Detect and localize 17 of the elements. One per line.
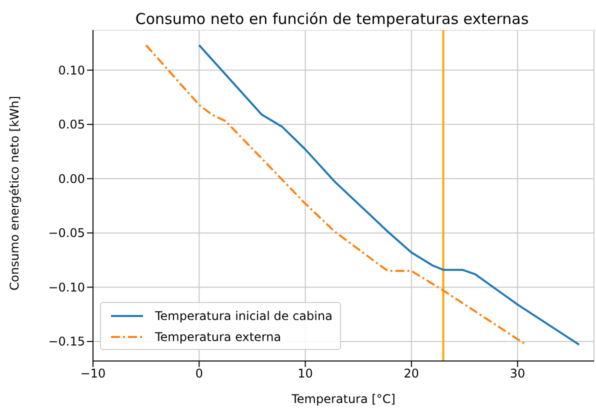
- x-tick-label: 0: [195, 366, 203, 381]
- legend-label: Temperatura inicial de cabina: [154, 308, 332, 324]
- y-tick-label: 0.10: [58, 63, 85, 78]
- x-tick-label: −10: [80, 366, 106, 381]
- legend-label: Temperatura externa: [154, 328, 282, 346]
- y-tick-label: −0.15: [48, 334, 85, 349]
- y-tick-label: 0.00: [58, 172, 85, 186]
- x-tick-label: 10: [298, 366, 313, 381]
- y-tick-label: −0.10: [48, 280, 85, 294]
- x-tick-label: 20: [404, 366, 420, 381]
- chart-title: Consumo neto en función de temperaturas externas: [134, 9, 530, 30]
- y-tick-label: −0.05: [48, 226, 85, 240]
- x-tick-label: 30: [510, 366, 526, 381]
- y-tick-label: 0.05: [58, 118, 85, 132]
- x-axis-title: Temperatura [°C]: [290, 392, 396, 406]
- line-series: [145, 44, 528, 346]
- y-axis-title: Consumo energético neto [kWh]: [7, 96, 22, 290]
